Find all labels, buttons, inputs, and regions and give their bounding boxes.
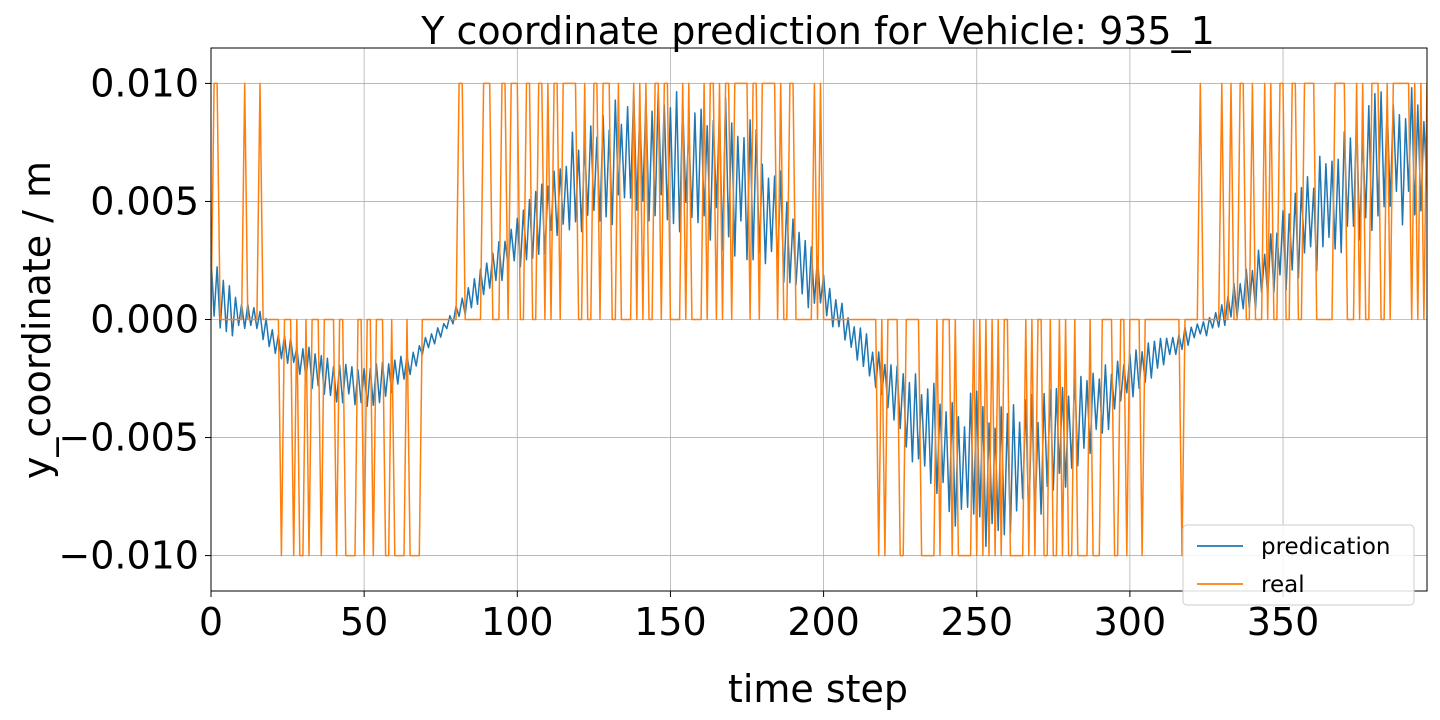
legend-label-predication: predication: [1261, 534, 1391, 560]
x-axis-ticks: 0 50 100 150 200 250 300 350: [199, 591, 1319, 644]
x-tick-label: 150: [634, 600, 707, 644]
chart-title: Y coordinate prediction for Vehicle: 935…: [420, 9, 1215, 53]
y-axis-ticks: −0.010 −0.005 0.000 0.005 0.010: [58, 61, 211, 578]
y-tick-label: −0.010: [58, 534, 199, 578]
x-axis-label: time step: [728, 667, 908, 711]
x-tick-label: 200: [787, 600, 860, 644]
y-axis-label: y_coordinate / m: [15, 161, 59, 479]
series-line-real: [211, 82, 1427, 557]
series-layer: [211, 82, 1427, 557]
legend: predication real: [1182, 524, 1415, 606]
legend-label-real: real: [1261, 572, 1305, 598]
x-tick-label: 350: [1247, 600, 1320, 644]
legend-box: [1182, 524, 1415, 606]
x-tick-label: 50: [340, 600, 388, 644]
x-tick-label: 250: [940, 600, 1013, 644]
y-tick-label: 0.010: [90, 61, 199, 105]
series-line-predication: [211, 86, 1427, 548]
y-tick-label: 0.000: [90, 298, 199, 342]
x-tick-label: 0: [199, 600, 223, 644]
x-tick-label: 100: [481, 600, 554, 644]
y-tick-label: −0.005: [58, 416, 199, 460]
y-tick-label: 0.005: [90, 179, 199, 223]
x-tick-label: 300: [1094, 600, 1167, 644]
